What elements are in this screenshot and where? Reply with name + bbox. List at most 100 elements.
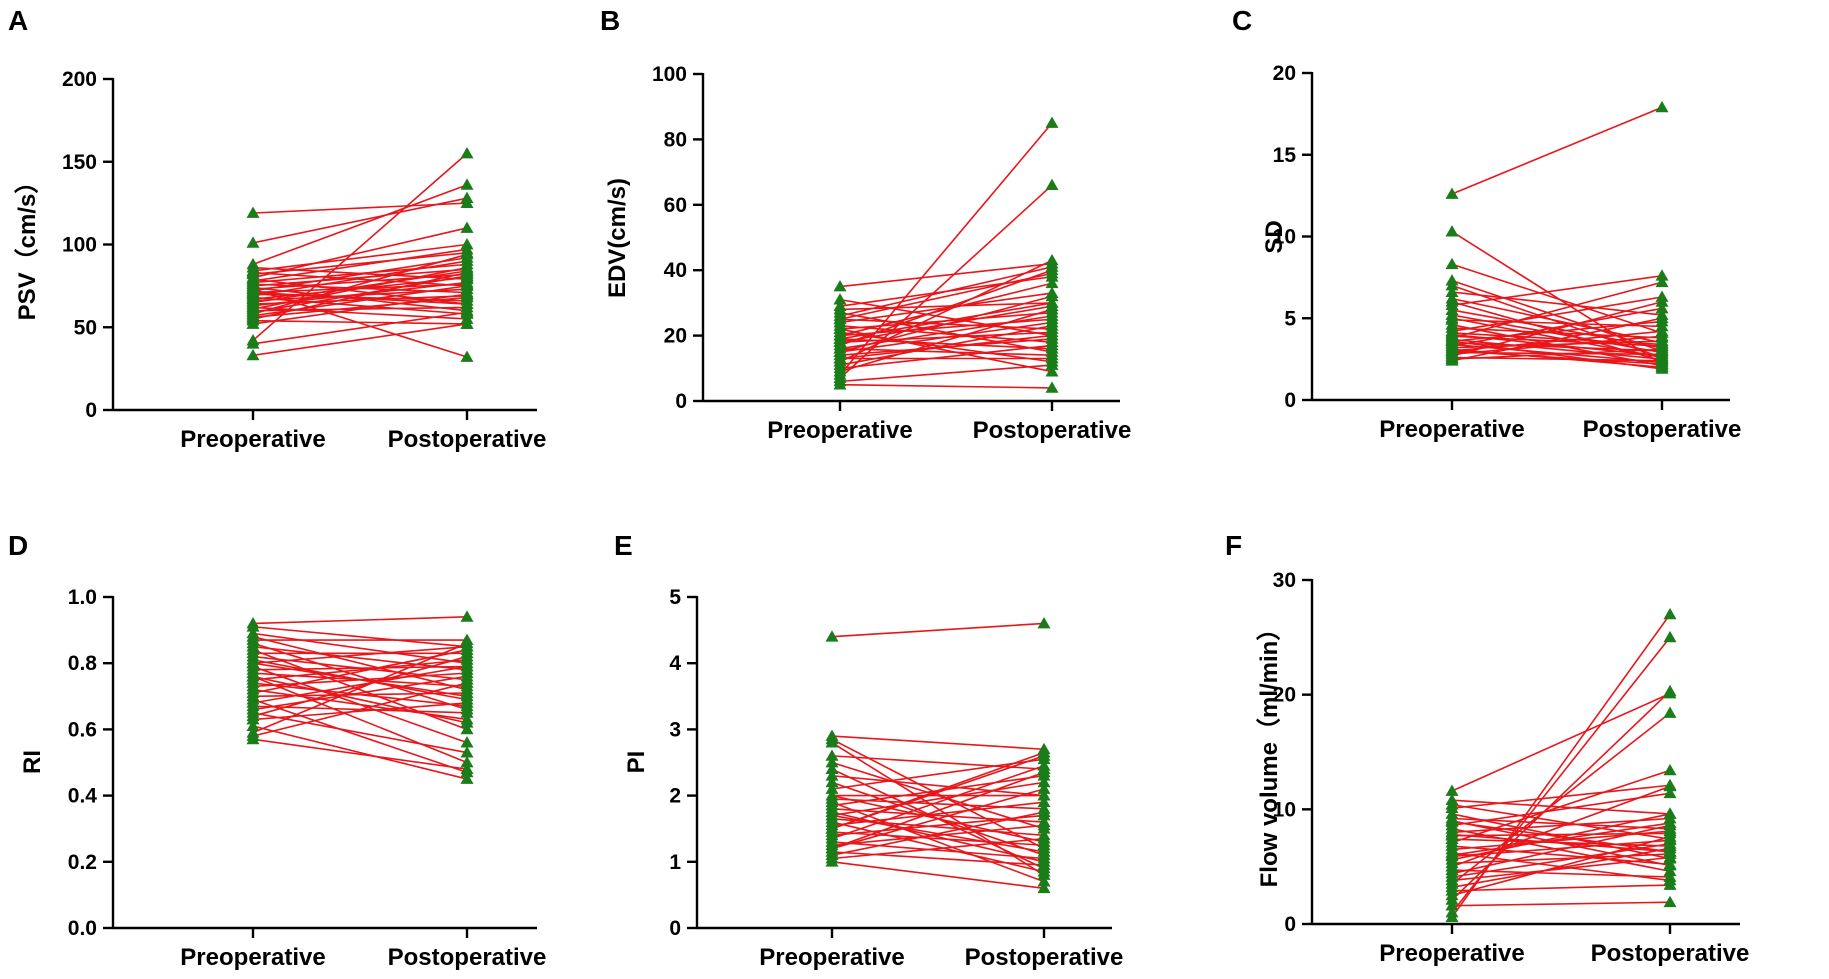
postoperative-point (460, 269, 474, 281)
postoperative-point (460, 762, 474, 774)
paired-line (252, 227, 468, 279)
preoperative-point (1445, 344, 1459, 356)
postoperative-point (1045, 365, 1059, 377)
paired-line (839, 262, 1053, 288)
preoperative-point (1445, 326, 1459, 338)
paired-line (252, 645, 468, 664)
paired-line (252, 725, 468, 780)
preoperative-point (246, 206, 260, 218)
paired-line (252, 271, 468, 287)
paired-line (252, 253, 468, 315)
preoperative-point (833, 280, 847, 292)
postoperative-point (1045, 276, 1059, 289)
panel-letter: E (614, 530, 633, 561)
preoperative-point (1445, 354, 1459, 366)
preoperative-point (246, 712, 260, 725)
paired-line (839, 321, 1053, 353)
y-tick-label: 0 (85, 399, 97, 422)
preoperative-point (246, 669, 260, 682)
preoperative-point (825, 756, 839, 768)
paired-line (1451, 613, 1671, 918)
panel-b: B EDV(cm/s) 0 20 40 60 80 100 Preoperative Postop… (600, 5, 1131, 444)
paired-line (839, 266, 1053, 317)
postoperative-point (1663, 779, 1677, 792)
postoperative-point (1655, 337, 1669, 350)
postoperative-point (460, 696, 474, 708)
paired-line (1451, 307, 1663, 347)
postoperative-point (460, 643, 474, 655)
paired-line (252, 323, 468, 357)
postoperative-point (1663, 824, 1677, 836)
preoperative-point (246, 656, 260, 669)
postoperative-point (1663, 845, 1677, 857)
postoperative-point (460, 247, 474, 260)
postoperative-point (1663, 859, 1677, 871)
preoperative-point (833, 322, 847, 334)
postoperative-point (460, 279, 474, 291)
paired-line (252, 698, 468, 774)
paired-line (252, 642, 468, 734)
postoperative-point (1045, 178, 1059, 191)
postoperative-point (1037, 858, 1051, 870)
postoperative-point (1045, 296, 1059, 308)
postoperative-point (1037, 775, 1051, 788)
preoperative-point (246, 729, 260, 741)
postoperative-point (1663, 816, 1677, 828)
postoperative-point (1663, 807, 1677, 819)
postoperative-point (1037, 881, 1051, 894)
paired-line (1451, 281, 1663, 339)
panel-letter: F (1225, 530, 1242, 561)
paired-line (1451, 884, 1671, 892)
panel-letter: C (1232, 5, 1252, 36)
paired-line (252, 311, 468, 345)
paired-line (1451, 296, 1663, 333)
postoperative-point (460, 676, 474, 688)
y-tick-label: 10 (1273, 226, 1296, 249)
x-category-label: Preoperative (767, 417, 912, 444)
y-tick-label: 150 (62, 151, 97, 174)
postoperative-point (460, 722, 474, 735)
postoperative-point (1045, 289, 1059, 302)
postoperative-point (1655, 357, 1669, 369)
y-axis-label: PI (623, 751, 650, 774)
paired-line (252, 692, 468, 698)
paired-line (1451, 712, 1671, 885)
data-markers (825, 616, 1051, 894)
postoperative-point (1037, 795, 1051, 808)
preoperative-point (825, 762, 839, 774)
paired-line (252, 202, 468, 214)
paired-line (252, 271, 468, 320)
x-category-label: Postoperative (1591, 940, 1750, 967)
paired-line (252, 270, 468, 304)
y-tick-label: 0 (1284, 389, 1296, 412)
preoperative-point (1445, 848, 1459, 861)
preoperative-point (833, 312, 847, 325)
y-tick-label: 100 (652, 63, 687, 86)
postoperative-point (1663, 607, 1677, 620)
preoperative-point (1445, 801, 1459, 814)
y-tick-label: 3 (669, 718, 681, 741)
postoperative-point (460, 689, 474, 702)
postoperative-point (460, 746, 474, 758)
x-category-label: Postoperative (1583, 416, 1742, 443)
panel-d: D RI 0.0 0.2 0.4 0.6 0.8 1.0 Preoperative Postope… (8, 530, 546, 971)
postoperative-point (1037, 759, 1051, 771)
y-tick-label: 0.6 (68, 718, 97, 741)
paired-line (252, 712, 468, 754)
postoperative-point (1037, 746, 1051, 758)
paired-line (1451, 338, 1663, 360)
panel-e: E PI 0 1 2 3 4 5 Preoperative Postoperative (614, 530, 1123, 971)
postoperative-point (1655, 311, 1669, 324)
paired-line (252, 243, 468, 272)
paired-line (831, 751, 1045, 830)
postoperative-point (1663, 870, 1677, 882)
postoperative-point (1045, 358, 1059, 370)
paired-line (1451, 847, 1671, 889)
postoperative-point (1663, 850, 1677, 863)
paired-line (831, 622, 1045, 638)
preoperative-point (1445, 334, 1459, 347)
postoperative-point (460, 669, 474, 682)
paired-line (252, 649, 468, 731)
postoperative-point (460, 317, 474, 329)
y-tick-label: 80 (664, 128, 687, 151)
